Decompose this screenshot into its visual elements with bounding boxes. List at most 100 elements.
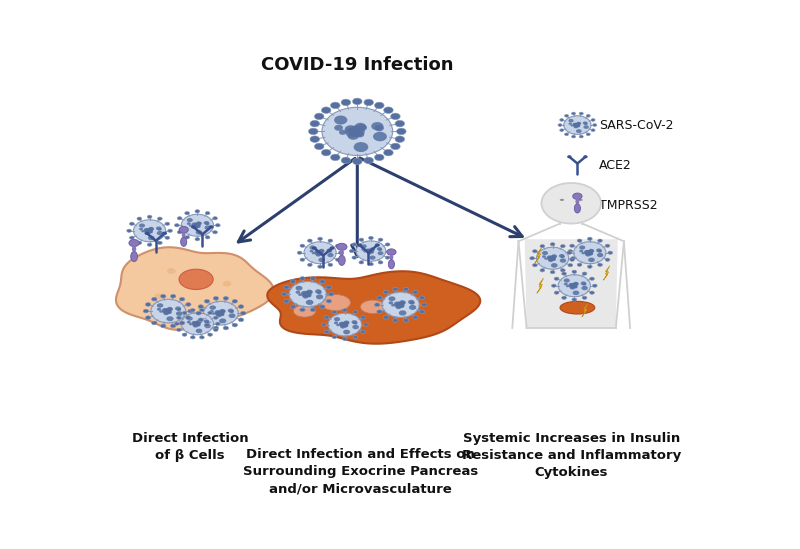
Circle shape (214, 316, 218, 320)
Circle shape (562, 272, 566, 275)
Circle shape (204, 221, 210, 225)
Polygon shape (582, 304, 588, 317)
Circle shape (413, 290, 418, 294)
Circle shape (352, 325, 359, 329)
Circle shape (146, 231, 150, 233)
Circle shape (330, 102, 340, 109)
Circle shape (582, 283, 586, 285)
Circle shape (158, 228, 162, 231)
Circle shape (353, 311, 358, 314)
Circle shape (154, 293, 163, 299)
Circle shape (194, 323, 198, 326)
Circle shape (328, 263, 333, 266)
Circle shape (307, 290, 313, 294)
Circle shape (574, 123, 579, 126)
Circle shape (388, 249, 393, 253)
Circle shape (130, 222, 134, 226)
Circle shape (342, 324, 346, 327)
Circle shape (168, 307, 173, 311)
Circle shape (197, 324, 201, 327)
Circle shape (222, 281, 231, 287)
Circle shape (319, 249, 324, 253)
Circle shape (390, 143, 400, 150)
Circle shape (385, 256, 390, 259)
Circle shape (574, 123, 580, 127)
Circle shape (588, 257, 595, 262)
Circle shape (316, 253, 321, 256)
Circle shape (368, 249, 374, 254)
Circle shape (558, 274, 590, 296)
Circle shape (230, 310, 234, 313)
Circle shape (170, 294, 176, 298)
Circle shape (369, 262, 374, 266)
Circle shape (339, 322, 345, 326)
Circle shape (605, 244, 610, 248)
Circle shape (316, 294, 323, 299)
Circle shape (370, 251, 374, 254)
Circle shape (314, 143, 324, 150)
Circle shape (229, 313, 235, 318)
Circle shape (199, 336, 204, 339)
Circle shape (356, 241, 386, 261)
Circle shape (399, 300, 406, 304)
Circle shape (586, 253, 590, 255)
Circle shape (223, 296, 229, 300)
Text: Direct Infection and Effects on
Surrounding Exocrine Pancreas
and/or Microvascul: Direct Infection and Effects on Surround… (242, 449, 478, 495)
Circle shape (177, 308, 182, 311)
Circle shape (560, 129, 564, 132)
Circle shape (413, 316, 418, 319)
Circle shape (158, 217, 162, 220)
Circle shape (329, 292, 334, 296)
Circle shape (295, 286, 302, 290)
Circle shape (584, 122, 588, 125)
Circle shape (205, 236, 210, 239)
Circle shape (148, 236, 154, 240)
Circle shape (213, 217, 218, 220)
Circle shape (561, 244, 566, 248)
Circle shape (320, 249, 325, 253)
Circle shape (354, 123, 366, 131)
Circle shape (542, 255, 546, 258)
Circle shape (366, 248, 370, 252)
Circle shape (608, 251, 613, 254)
Circle shape (317, 250, 323, 255)
Circle shape (228, 309, 234, 312)
Ellipse shape (560, 199, 564, 201)
Circle shape (544, 257, 548, 260)
Circle shape (165, 310, 169, 313)
Circle shape (378, 238, 383, 242)
Circle shape (569, 122, 572, 125)
Circle shape (397, 302, 405, 307)
Circle shape (586, 133, 590, 136)
Circle shape (551, 284, 556, 287)
Circle shape (341, 157, 350, 164)
Circle shape (558, 124, 562, 126)
Circle shape (139, 228, 143, 231)
Circle shape (378, 248, 382, 251)
Circle shape (326, 299, 332, 303)
Circle shape (550, 255, 555, 260)
Circle shape (384, 107, 394, 114)
Circle shape (195, 238, 200, 241)
Circle shape (326, 249, 332, 252)
Circle shape (290, 305, 296, 309)
Circle shape (393, 287, 398, 291)
Circle shape (397, 128, 406, 135)
Circle shape (157, 308, 161, 311)
Circle shape (549, 256, 556, 261)
Circle shape (310, 250, 314, 253)
Circle shape (210, 310, 214, 313)
Circle shape (194, 225, 198, 227)
Circle shape (359, 261, 364, 264)
Circle shape (208, 311, 213, 315)
Circle shape (353, 98, 362, 105)
Circle shape (340, 325, 346, 328)
Circle shape (573, 193, 582, 199)
Polygon shape (603, 266, 610, 280)
Circle shape (344, 324, 348, 327)
Circle shape (570, 256, 575, 260)
Circle shape (195, 210, 200, 213)
Circle shape (362, 248, 365, 251)
Circle shape (540, 268, 545, 272)
Circle shape (194, 321, 200, 325)
